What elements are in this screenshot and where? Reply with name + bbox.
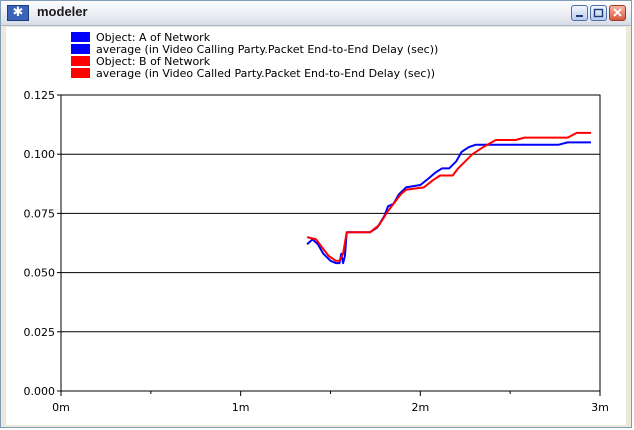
x-tick-label-3: 3m xyxy=(591,401,609,414)
line-chart: 0.000 0.025 0.050 0.075 0.100 0.125 0m 1m 2m 3m Ob… xyxy=(24,31,609,414)
maximize-icon xyxy=(593,8,604,18)
legend-swatch-0-0 xyxy=(71,32,90,42)
y-tick-label-0: 0.000 xyxy=(24,385,56,398)
x-tick-label-2: 2m xyxy=(411,401,429,414)
y-tick-label-5: 0.125 xyxy=(24,89,56,102)
window-title: modeler xyxy=(37,4,88,19)
title-bar[interactable]: ✱ modeler xyxy=(1,1,631,26)
legend-text-0-1: average (in Video Calling Party.Packet E… xyxy=(96,43,438,56)
close-icon xyxy=(613,8,622,17)
legend-swatch-1-1 xyxy=(71,68,90,78)
maximize-button[interactable] xyxy=(590,5,607,21)
y-tick-label-3: 0.075 xyxy=(24,207,56,220)
y-tick-label-1: 0.025 xyxy=(24,326,56,339)
minimize-icon xyxy=(576,15,583,17)
y-tick-label-2: 0.050 xyxy=(24,267,56,280)
close-button[interactable] xyxy=(609,5,626,21)
legend-swatch-0-1 xyxy=(71,44,90,54)
minimize-button[interactable] xyxy=(571,5,588,21)
legend-text-0-0: Object: A of Network xyxy=(96,31,211,44)
y-tick-label-4: 0.100 xyxy=(24,148,56,161)
series-line-1 xyxy=(306,131,591,262)
legend-text-1-1: average (in Video Called Party.Packet En… xyxy=(96,67,435,80)
x-tick-label-1: 1m xyxy=(232,401,250,414)
legend-text-1-0: Object: B of Network xyxy=(96,55,211,68)
legend-swatch-1-0 xyxy=(71,56,90,66)
chart-panel: 0.000 0.025 0.050 0.075 0.100 0.125 0m 1m 2m 3m Ob… xyxy=(6,27,626,425)
x-tick-label-0: 0m xyxy=(52,401,70,414)
asterisk-icon[interactable]: ✱ xyxy=(7,5,29,21)
